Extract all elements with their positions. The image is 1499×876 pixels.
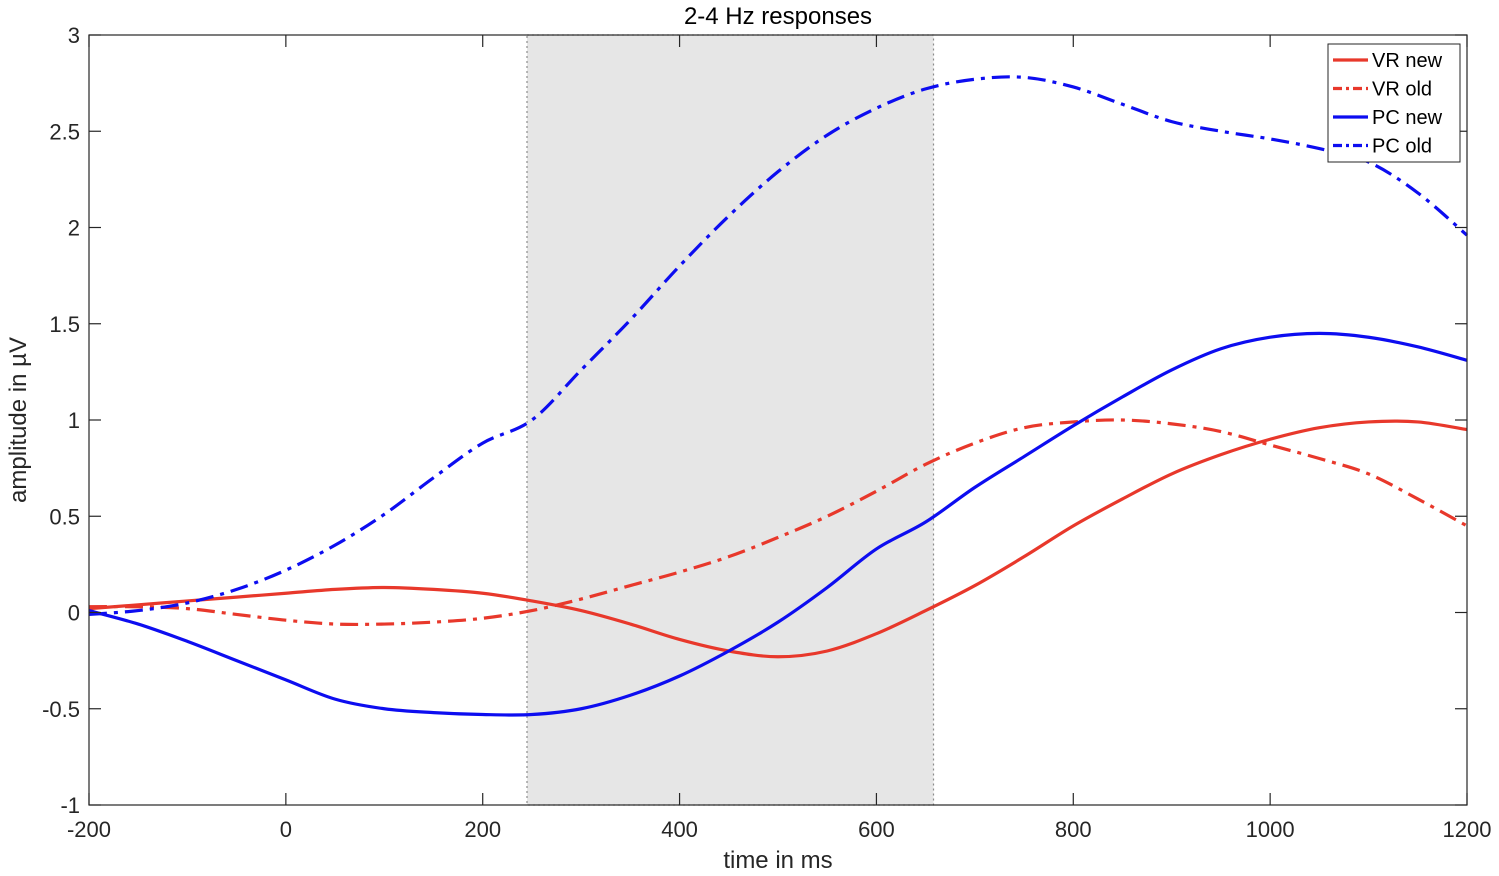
y-axis-label: amplitude in µV [5, 337, 32, 503]
x-tick-label: -200 [67, 817, 111, 842]
x-tick-label: 1000 [1246, 817, 1295, 842]
chart-title: 2-4 Hz responses [684, 3, 872, 30]
x-tick-label: 0 [280, 817, 292, 842]
x-axis-label: time in ms [723, 847, 832, 874]
legend-box [1327, 43, 1461, 163]
y-tick-label: 1.5 [49, 312, 80, 337]
legend: VR new VR old PC new PC old [1327, 43, 1461, 163]
y-tick-label: 2.5 [49, 119, 80, 144]
y-tick-label: 1 [68, 408, 80, 433]
x-tick-label: 1200 [1443, 817, 1492, 842]
legend-label: VR new [1372, 50, 1443, 72]
x-tick-label: 600 [858, 817, 895, 842]
series-line-vr-new [88, 419, 1468, 659]
series-line-pc-new [88, 331, 1468, 717]
legend-label: PC new [1372, 107, 1443, 129]
y-ticks: -1 -0.5 0 0.5 1 1.5 2 2.5 3 [42, 23, 1467, 818]
y-tick-label: -1 [60, 793, 80, 818]
series-group [88, 75, 1469, 717]
series-line-pc-old [88, 75, 1469, 617]
y-tick-label: 0 [68, 601, 80, 626]
y-tick-label: 0.5 [49, 504, 80, 529]
shaded-region [526, 34, 935, 806]
x-ticks: -200 0 200 400 600 800 1000 1200 [67, 35, 1492, 842]
x-tick-label: 800 [1055, 817, 1092, 842]
y-tick-label: 2 [68, 216, 80, 241]
series-line-vr-old [88, 418, 1468, 627]
x-tick-label: 200 [464, 817, 501, 842]
y-tick-label: -0.5 [42, 697, 80, 722]
legend-label: VR old [1372, 79, 1432, 101]
y-tick-label: 3 [68, 23, 80, 48]
legend-label: PC old [1372, 136, 1432, 158]
x-tick-label: 400 [661, 817, 698, 842]
